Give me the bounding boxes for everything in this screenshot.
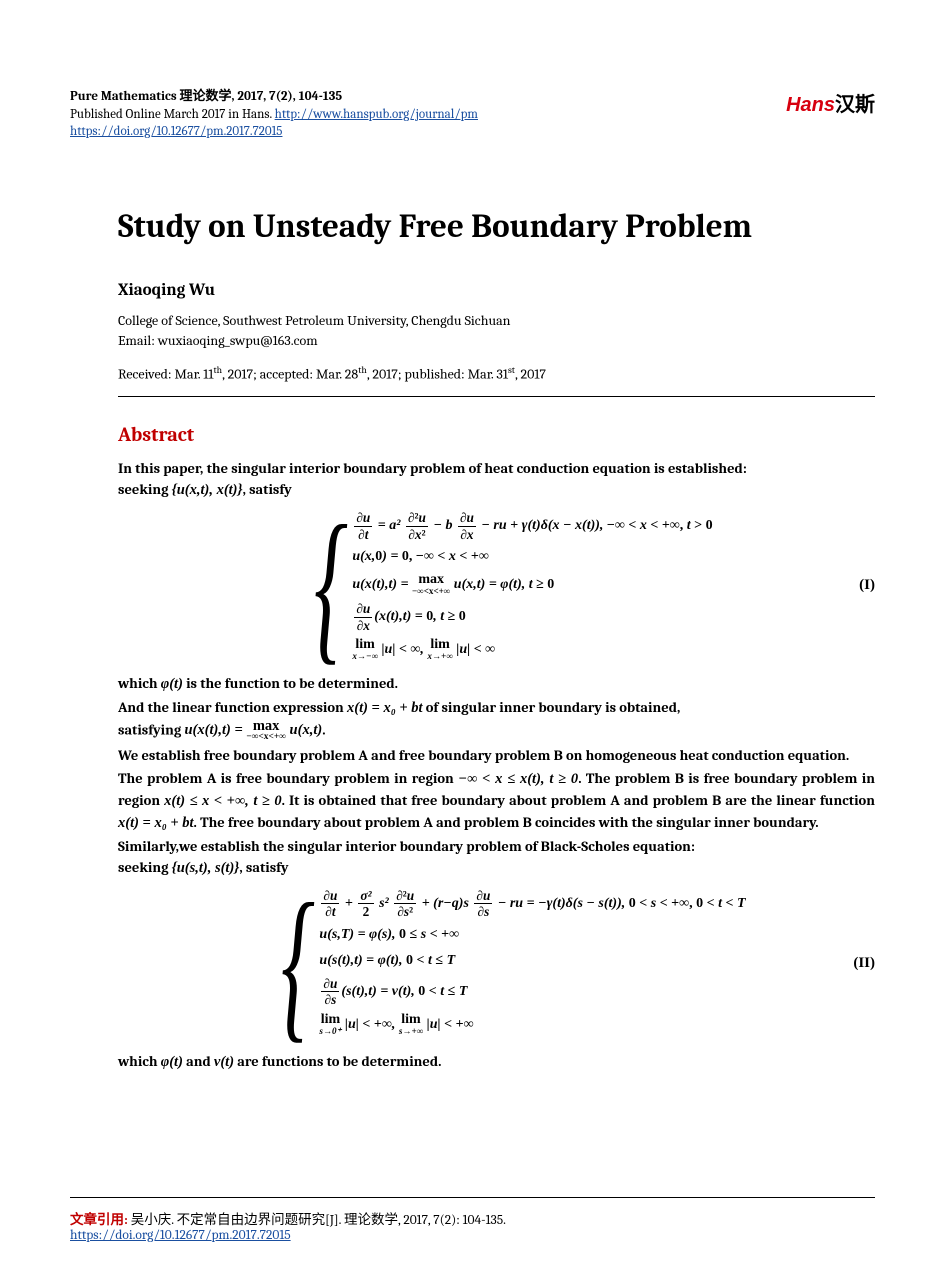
equation-system-1: { ∂u∂t = a² ∂²u∂x² − b ∂u∂x − ru + γ(t)δ… [118,511,875,661]
sys1-line5: limx→−∞ |u| < ∞, limx→+∞ |u| < ∞ [352,638,712,661]
xt-expr: x(t) = x₀ + bt [347,700,423,716]
abstract-p3: And the linear function expression x(t) … [118,697,875,743]
footer-doi-link[interactable]: https://doi.org/10.12677/pm.2017.72015 [70,1228,291,1243]
abstract-p1a: In this paper, the singular interior bou… [118,460,747,477]
p3b: of singular inner boundary is obtained, [423,699,681,716]
received-label: Received: Mar. 11 [118,365,213,382]
abstract-body: In this paper, the singular interior bou… [118,458,875,1072]
p7c: are functions to be determined. [234,1053,441,1070]
sys1-line4: ∂u∂x(x(t),t) = 0, t ≥ 0 [352,602,712,632]
abstract-p2: which φ(t) is the function to be determi… [118,673,875,695]
region-b: x(t) ≤ x < +∞, t ≥ 0 [164,793,281,809]
citation-footer: 文章引用: 吴小庆. 不定常自由边界问题研究[J]. 理论数学, 2017, 7… [70,1197,875,1243]
author-name: Xiaoqing Wu [118,281,875,300]
left-brace-icon-2: { [281,889,315,1039]
published-prefix: Published Online March 2017 in Hans. [70,107,275,122]
p7a: which [118,1053,161,1070]
sat-expr: u(x(t),t) = max−∞<x<+∞ u(x,t) [184,722,322,738]
citation-label: 文章引用: [70,1213,131,1228]
sys1-line2: u(x,0) = 0, −∞ < x < +∞ [352,547,712,567]
p7b: and [183,1053,214,1070]
abstract-p1b: seeking [118,481,172,498]
journal-url-link[interactable]: http://www.hanspub.org/journal/pm [275,107,478,122]
p2b: is the function to be determined. [183,675,398,692]
publisher-logo: Hans汉斯 [786,88,875,117]
equation-system-2: { ∂u∂t + σ²2 s² ∂²u∂s² + (r−q)s ∂u∂s − r… [118,889,875,1039]
p2a: which [118,675,161,692]
equation-number-1: (I) [859,575,875,597]
phi-t-2: φ(t) [161,1054,183,1070]
published-line: Published Online March 2017 in Hans. htt… [70,106,875,124]
xt-expr-2: x(t) = x₀ + bt [118,815,194,831]
abstract-p5: The problem A is free boundary problem i… [118,768,875,834]
doi-link[interactable]: https://doi.org/10.12677/pm.2017.72015 [70,124,282,139]
maxsub: −∞<x<+∞ [246,733,286,742]
p6b: seeking [118,859,172,876]
sys2-line3: u(s(t),t) = φ(t), 0 < t ≤ T [319,951,745,971]
sys1-line1: ∂u∂t = a² ∂²u∂x² − b ∂u∂x − ru + γ(t)δ(x… [352,511,712,541]
abstract-p7: which φ(t) and v(t) are functions to be … [118,1051,875,1073]
p3a: And the linear function expression [118,699,347,716]
author-affiliation: College of Science, Southwest Petroleum … [118,312,875,329]
p5a: The problem A is free boundary problem i… [118,770,458,787]
article-title: Study on Unsteady Free Boundary Problem [118,209,875,247]
sys2-line5: lims→0⁺ |u| < +∞, lims→+∞ |u| < +∞ [319,1013,745,1036]
p5f: . The free boundary about problem A and [194,814,461,831]
author-email-line: Email: wuxiaoqing_swpu@163.com [118,332,875,349]
abstract-p1: In this paper, the singular interior bou… [118,458,875,501]
seek-set-2: {u(s,t), s(t)} [172,860,240,876]
sys2-lim1-sub: s→0⁺ [319,1027,341,1036]
p5d: . It is obtained that free boundary abou… [282,792,607,809]
region-a: −∞ < x ≤ x(t), t ≥ 0 [458,771,578,787]
published-sup: st [508,365,515,376]
p6a: Similarly,we establish the singular inte… [118,838,695,855]
sys1-max-sub: −∞<x<+∞ [412,587,450,596]
sys1-lim1-sub: x→−∞ [352,652,378,661]
accepted-label: , 2017; accepted: Mar. 28 [222,365,358,382]
citation-text: 吴小庆. 不定常自由边界问题研究[J]. 理论数学, 2017, 7(2): 1… [131,1213,506,1228]
publication-header: Pure Mathematics 理论数学, 2017, 7(2), 104-1… [70,88,875,141]
sys2-line4: ∂u∂s(s(t),t) = v(t), 0 < t ≤ T [319,977,745,1007]
logo-hans: Hans [786,94,835,116]
p5e: A and problem B are the linear function [610,792,875,809]
abstract-p1c: , satisfy [243,481,292,498]
logo-chinese: 汉斯 [835,94,875,116]
sys2-lim2-sub: s→+∞ [399,1027,423,1036]
sys1-lim2-sub: x→+∞ [427,652,452,661]
sys2-line1: ∂u∂t + σ²2 s² ∂²u∂s² + (r−q)s ∂u∂s − ru … [319,889,745,919]
seek-set-1: {u(x,t), x(t)} [172,482,243,498]
received-sup: th [213,365,222,376]
email-label: Email: [118,332,158,349]
sys2-line2: u(s,T) = φ(s), 0 ≤ s < +∞ [319,925,745,945]
p3c: satisfying [118,721,184,738]
phi-t: φ(t) [161,676,183,692]
sys1-line3: u(x(t),t) = max−∞<x<+∞ u(x,t) = φ(t), t … [352,573,712,596]
published-label: , 2017; published: Mar. 31 [367,365,508,382]
accepted-sup: th [358,365,367,376]
doi-line: https://doi.org/10.12677/pm.2017.72015 [70,123,875,141]
p5b: . The problem B is free [578,770,729,787]
author-email: wuxiaoqing_swpu@163.com [158,332,318,349]
abstract-p4: We establish free boundary problem A and… [118,745,875,766]
journal-issue-line: Pure Mathematics 理论数学, 2017, 7(2), 104-1… [70,88,875,106]
left-brace-icon: { [314,511,348,661]
abstract-p6: Similarly,we establish the singular inte… [118,836,875,879]
v-t: v(t) [214,1054,234,1070]
divider [118,396,875,397]
equation-number-2: (II) [853,953,875,975]
dates-tail: , 2017 [515,365,546,382]
abstract-heading: Abstract [118,423,875,446]
p5g: problem B coincides with the singular in… [464,814,819,831]
article-content: Study on Unsteady Free Boundary Problem … [118,209,875,1073]
article-dates: Received: Mar. 11th, 2017; accepted: Mar… [118,365,875,383]
